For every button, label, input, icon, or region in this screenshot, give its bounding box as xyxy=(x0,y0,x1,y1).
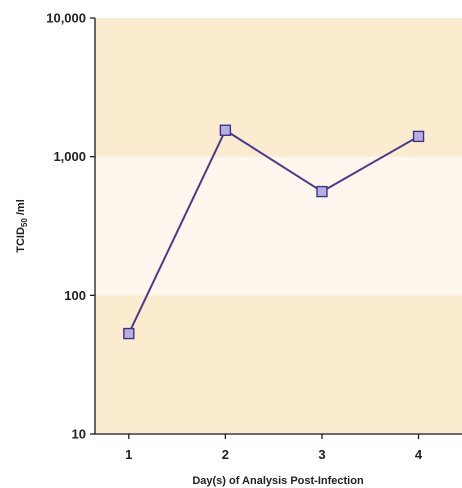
x-tick-label-3: 4 xyxy=(415,447,423,462)
band-2 xyxy=(95,156,462,296)
y-tick-label-0: 10 xyxy=(72,427,86,442)
band-1 xyxy=(95,295,462,434)
axes xyxy=(94,18,462,435)
series-line-0 xyxy=(127,129,420,334)
y-axis-title-sub: 50 xyxy=(20,218,29,227)
y-tick-label-2: 1,000 xyxy=(53,149,86,164)
x-tick-label-2: 3 xyxy=(318,447,325,462)
data-point-3 xyxy=(412,130,425,143)
y-tick-label-1: 100 xyxy=(64,288,86,303)
series xyxy=(123,124,425,340)
background-bands xyxy=(95,18,462,434)
y-axis-title: TCID50 /ml xyxy=(15,199,29,253)
data-point-0 xyxy=(123,327,135,340)
y-axis-title-main: TCID xyxy=(15,227,27,253)
data-point-2 xyxy=(316,185,328,198)
y-axis-title-tail: /ml xyxy=(15,199,27,218)
y-ticks: 10 100 1,000 10,000 xyxy=(46,11,95,442)
band-3 xyxy=(95,18,462,157)
x-tick-label-1: 2 xyxy=(222,447,229,462)
y-tick-label-3: 10,000 xyxy=(46,11,86,26)
x-axis-title: Day(s) of Analysis Post-Infection xyxy=(192,475,364,487)
x-tick-label-0: 1 xyxy=(125,447,132,462)
data-point-1 xyxy=(219,124,232,136)
x-ticks: 1 2 3 4 xyxy=(125,434,423,462)
